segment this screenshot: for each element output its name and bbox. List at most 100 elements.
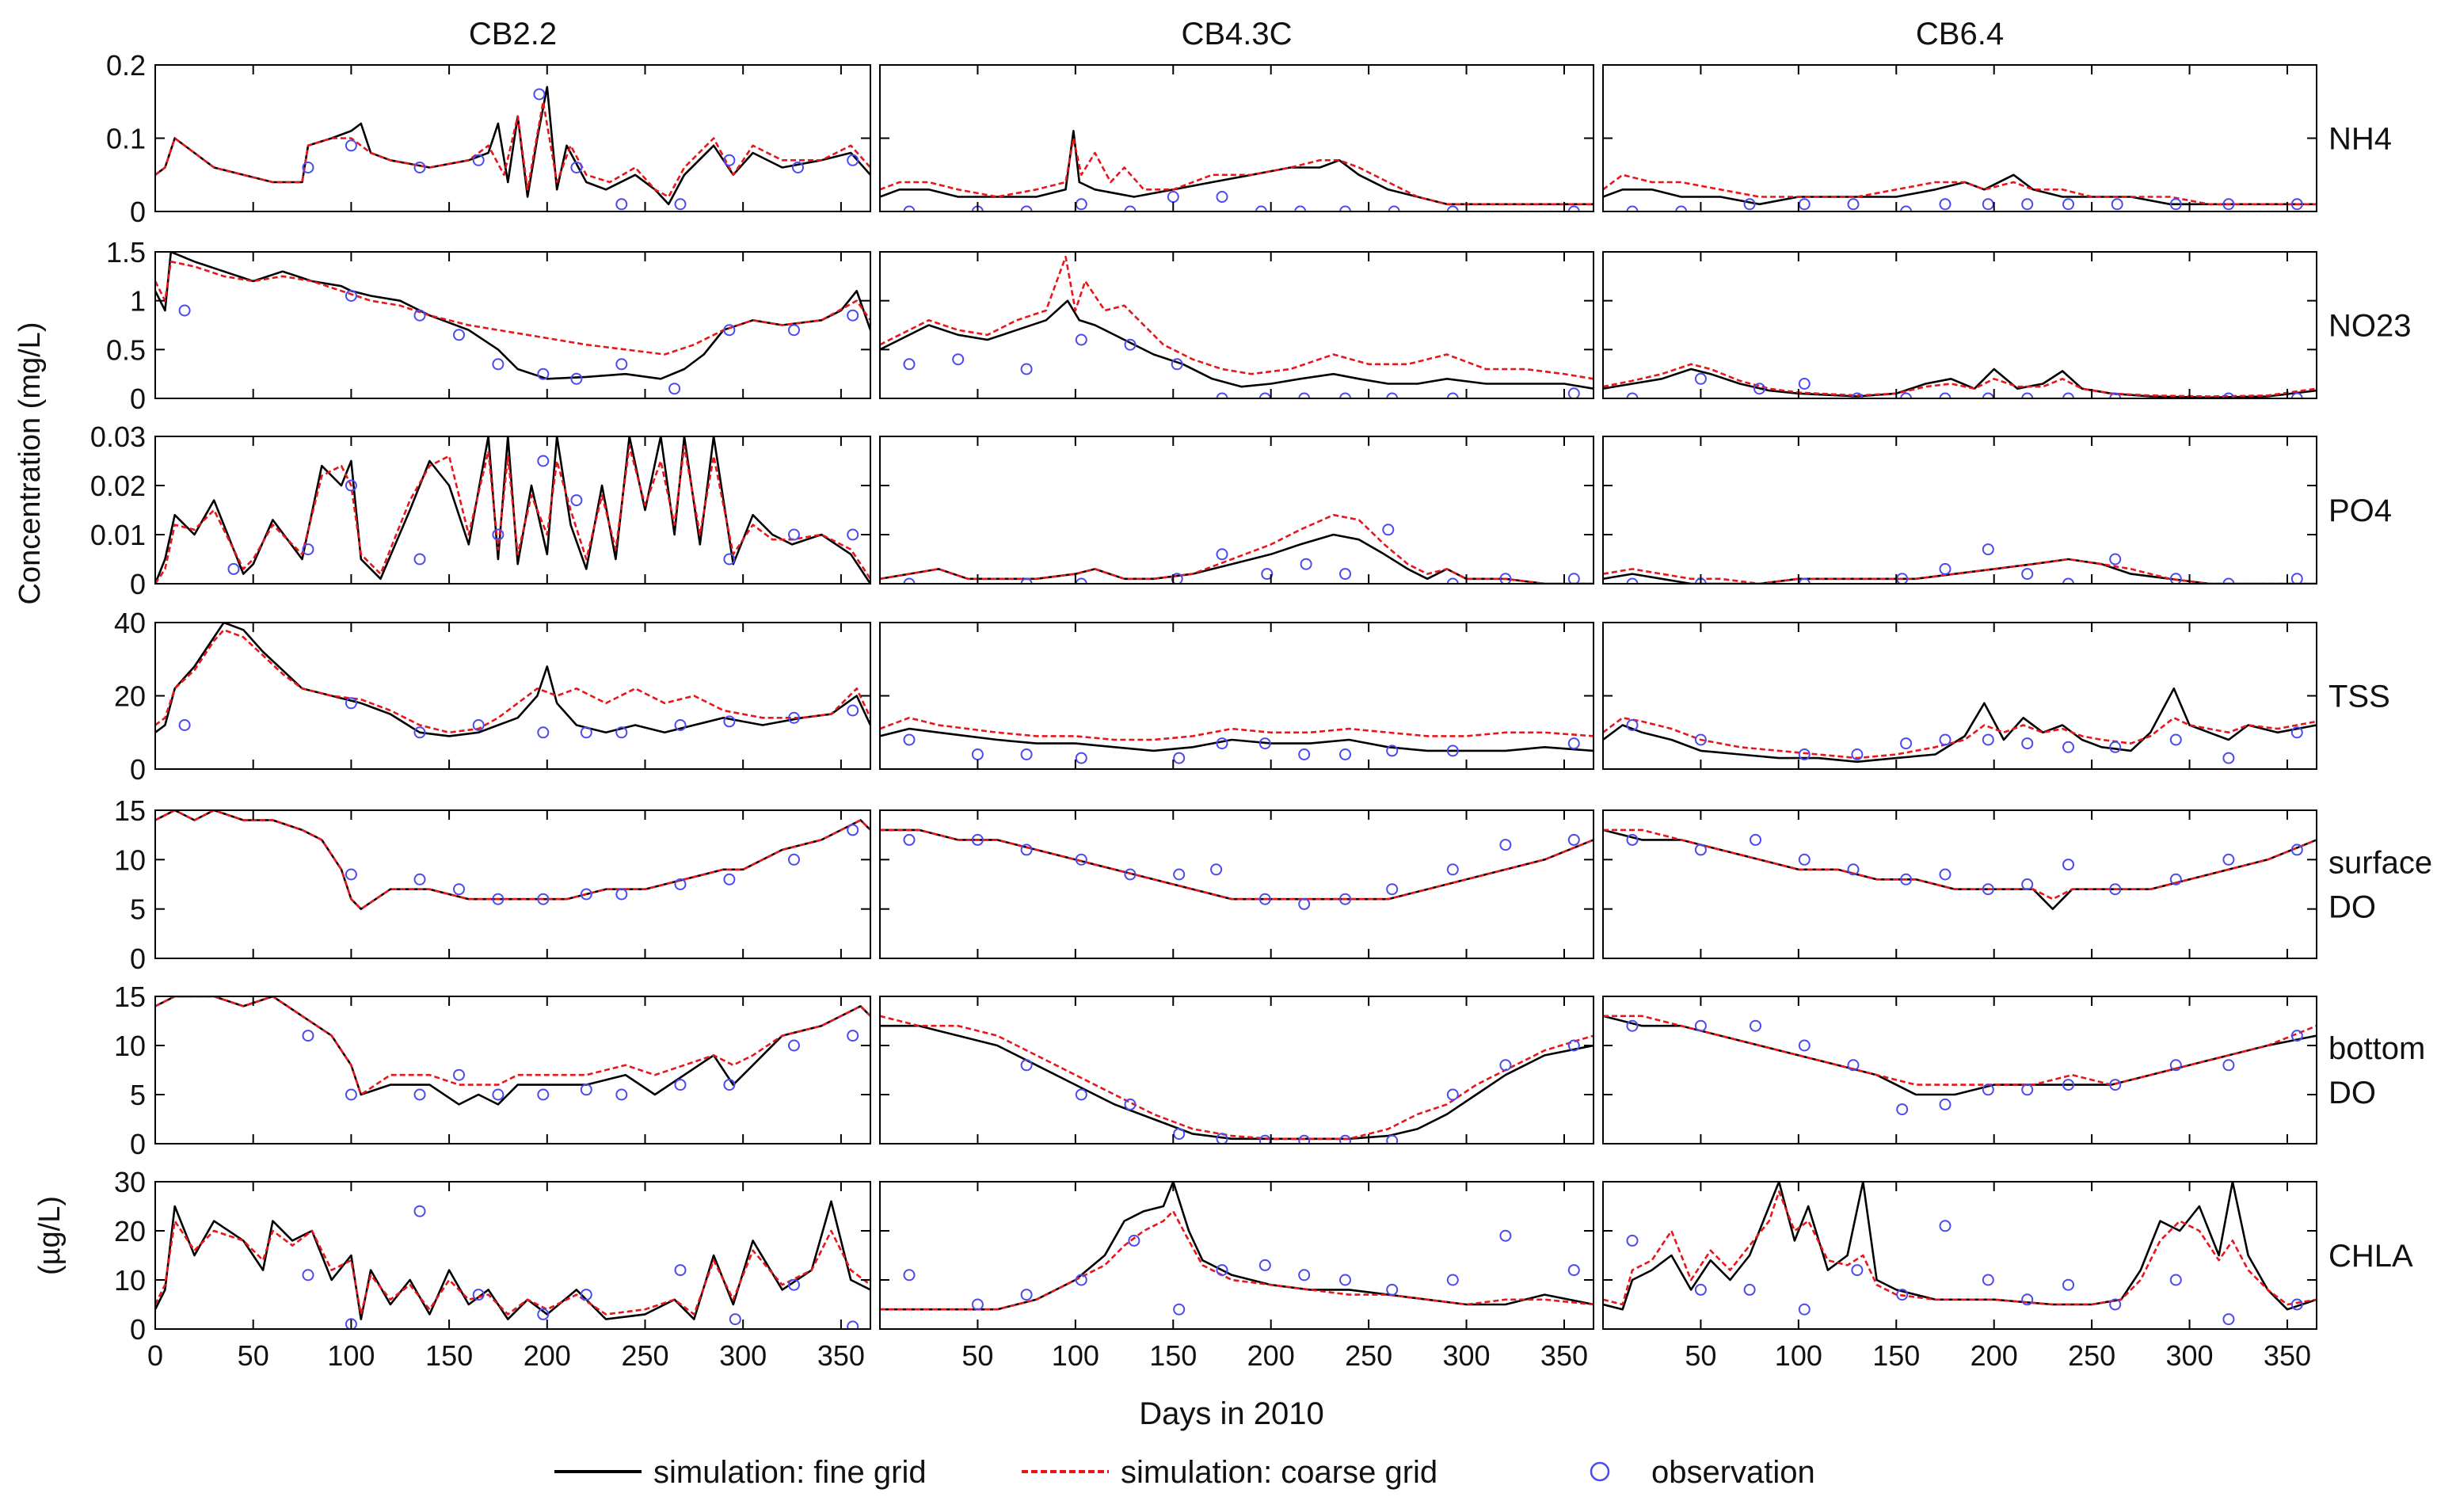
panel-cb6-4-chla-observation-3 bbox=[1798, 1303, 1811, 1316]
panel-cb4-3c-bottom-do-observation-0 bbox=[1020, 1059, 1033, 1072]
panel-cb6-4-chla-observation-6 bbox=[1939, 1220, 1951, 1232]
panel-cb2-2-chla-x-tick-label: 150 bbox=[425, 1339, 473, 1372]
panel-cb4-3c-bottom-do-observation-11 bbox=[1567, 1039, 1580, 1052]
panel-cb4-3c-no23-observation-5 bbox=[1171, 358, 1183, 371]
panel-cb2-2-nh4-observation-4 bbox=[533, 88, 546, 101]
panel-cb2-2-surface-do-observation-8 bbox=[723, 873, 736, 885]
panel-cb4-3c-nh4-observation-11 bbox=[1446, 205, 1459, 211]
panel-cb2-2-bottom-do-y-tick-label: 10 bbox=[114, 1030, 146, 1062]
panel-cb4-3c-surface-do-coarse-grid-line bbox=[880, 828, 1594, 901]
panel-cb2-2-po4-fine-grid-line bbox=[155, 436, 870, 584]
panel-cb2-2-nh4-y-tick-label: 0.1 bbox=[106, 123, 146, 155]
station-title-cb2-2: CB2.2 bbox=[469, 17, 557, 51]
panel-cb4-3c-chla-observation-8 bbox=[1298, 1269, 1311, 1282]
panel-cb6-4-chla-observation-5 bbox=[1896, 1289, 1909, 1301]
panel-cb2-2-surface-do-y-tick-label: 0 bbox=[130, 943, 146, 975]
panel-cb2-2-tss-observation-7 bbox=[674, 719, 687, 731]
panel-cb6-4-po4-observation-0 bbox=[1626, 577, 1639, 584]
panel-cb6-4-no23-observation-7 bbox=[1982, 392, 1994, 398]
panel-cb6-4-surface-do-observation-0 bbox=[1626, 833, 1639, 846]
panel-cb4-3c-chla-observation-2 bbox=[1020, 1289, 1033, 1301]
panel-cb4-3c-nh4-observation-2 bbox=[1020, 205, 1033, 211]
panel-cb4-3c-no23-observation-0 bbox=[903, 358, 916, 371]
panel-cb2-2-po4-y-tick-label: 0.01 bbox=[90, 519, 146, 551]
panel-cb6-4-po4 bbox=[1602, 436, 2317, 585]
panel-cb4-3c-po4-observation-1 bbox=[1020, 577, 1033, 584]
panel-cb2-2-no23-observation-4 bbox=[492, 358, 505, 371]
panel-cb4-3c-bottom-do-observation-7 bbox=[1339, 1134, 1351, 1144]
panel-cb6-4-no23-observation-12 bbox=[2290, 392, 2303, 398]
panel-cb6-4-surface-do-observation-13 bbox=[2290, 844, 2303, 856]
panel-cb4-3c-po4-observation-7 bbox=[1339, 568, 1351, 581]
panel-cb2-2-chla-x-tick-label: 0 bbox=[147, 1339, 163, 1372]
panel-cb4-3c-tss bbox=[879, 622, 1594, 770]
panel-cb2-2-chla-observation-1 bbox=[345, 1318, 357, 1329]
panel-cb2-2-surface-do-y-tick-label: 5 bbox=[130, 893, 146, 926]
legend-item-fine: simulation: fine grid bbox=[554, 1455, 927, 1490]
panel-cb2-2-po4-observation-3 bbox=[413, 553, 426, 566]
panel-cb6-4-po4-fine-grid-line bbox=[1603, 558, 2317, 584]
panel-cb6-4-bottom-do-observation-5 bbox=[1896, 1103, 1909, 1116]
variable-labels: NH4 NO23 PO4 TSS surface DO bottom DO CHLA bbox=[2328, 122, 2432, 1274]
station-title-cb6-4: CB6.4 bbox=[1916, 17, 2004, 51]
panel-cb4-3c-po4-observation-10 bbox=[1499, 573, 1512, 584]
panel-cb4-3c-surface-do-observation-7 bbox=[1258, 893, 1271, 905]
panel-cb2-2-po4: 0 0.01 0.02 0.03 bbox=[90, 421, 871, 600]
legend-label-coarse: simulation: coarse grid bbox=[1121, 1455, 1437, 1490]
panel-cb2-2-chla-observation-4 bbox=[537, 1308, 550, 1320]
panel-cb2-2-chla-y-tick-label: 0 bbox=[130, 1313, 146, 1346]
panel-cb2-2-bottom-do-y-tick-label: 15 bbox=[114, 981, 146, 1013]
panel-cb4-3c-tss-observation-11 bbox=[1567, 737, 1580, 750]
panel-cb6-4-tss-observation-0 bbox=[1626, 719, 1639, 731]
panel-cb6-4-po4-frame bbox=[1602, 436, 2317, 585]
panel-cb2-2-tss-y-tick-label: 20 bbox=[114, 680, 146, 713]
panel-cb6-4-chla-observation-0 bbox=[1626, 1234, 1639, 1247]
panel-cb4-3c-surface-do-observation-9 bbox=[1339, 893, 1351, 905]
panel-cb6-4-no23-frame bbox=[1602, 251, 2317, 399]
panel-cb6-4-bottom-do bbox=[1602, 996, 2317, 1144]
panel-cb2-2-nh4-y-tick-label: 0 bbox=[130, 196, 146, 228]
panel-cb6-4-po4-observation-5 bbox=[1982, 543, 1994, 556]
panel-cb6-4-surface-do-observation-11 bbox=[2169, 873, 2182, 885]
panel-cb2-2-po4-observation-7 bbox=[723, 553, 736, 566]
panel-cb2-2-no23-frame bbox=[154, 251, 871, 399]
panel-cb2-2-bottom-do-observation-10 bbox=[788, 1039, 800, 1052]
panel-cb2-2-bottom-do-frame bbox=[154, 996, 871, 1144]
panel-cb4-3c-surface-do-observation-2 bbox=[1020, 844, 1033, 856]
panel-cb4-3c-no23-observation-7 bbox=[1258, 392, 1271, 398]
panel-cb2-2-no23-observation-8 bbox=[668, 383, 681, 395]
panel-cb2-2-chla-x-tick-label: 50 bbox=[238, 1339, 269, 1372]
panel-cb6-4-bottom-do-observation-3 bbox=[1798, 1039, 1811, 1052]
panel-cb2-2-nh4-observation-0 bbox=[302, 162, 314, 173]
panel-cb4-3c-nh4-observation-10 bbox=[1388, 205, 1400, 211]
panel-cb6-4-tss-observation-11 bbox=[2222, 752, 2235, 764]
panel-cb6-4-tss-observation-4 bbox=[1900, 737, 1913, 750]
panel-cb6-4-surface-do-observation-8 bbox=[2021, 878, 2034, 890]
panel-cb6-4-bottom-do-fine-grid-line bbox=[1603, 1015, 2317, 1096]
panel-cb6-4-no23-observation-2 bbox=[1753, 383, 1765, 395]
panel-cb6-4-tss-observation-3 bbox=[1851, 748, 1864, 760]
panel-cb6-4-surface-do-frame bbox=[1602, 809, 2317, 959]
panel-cb2-2-chla-observation-3 bbox=[472, 1289, 485, 1301]
panel-cb6-4-bottom-do-coarse-grid-line bbox=[1603, 1015, 2317, 1086]
panel-cb6-4-po4-observation-11 bbox=[2290, 573, 2303, 584]
panel-cb4-3c-po4-observation-8 bbox=[1382, 524, 1395, 536]
panel-cb4-3c-chla: 50 100 150 200 250 300 350 bbox=[879, 1181, 1594, 1372]
panel-cb6-4-surface-do-observation-6 bbox=[1939, 868, 1951, 881]
panel-cb4-3c-tss-observation-1 bbox=[971, 748, 984, 760]
panel-cb4-3c-no23-observation-6 bbox=[1216, 392, 1228, 398]
panel-cb4-3c-no23-observation-11 bbox=[1446, 392, 1459, 398]
panel-cb4-3c-po4-observation-0 bbox=[903, 577, 916, 584]
panel-cb2-2-nh4-fine-grid-line bbox=[155, 86, 870, 206]
panel-cb6-4-chla: 50 100 150 200 250 300 350 bbox=[1602, 1181, 2317, 1372]
panel-cb6-4-bottom-do-observation-1 bbox=[1694, 1019, 1707, 1032]
panel-cb2-2-no23-y-tick-label: 1 bbox=[130, 285, 146, 318]
panel-cb2-2-no23-fine-grid-line bbox=[155, 252, 870, 380]
panel-cb2-2-chla-x-tick-label: 350 bbox=[817, 1339, 865, 1372]
panel-cb4-3c-nh4-frame bbox=[879, 64, 1594, 212]
panel-cb6-4-bottom-do-observation-2 bbox=[1750, 1019, 1761, 1032]
panel-cb4-3c-chla-observation-6 bbox=[1216, 1264, 1228, 1277]
panel-cb6-4-tss-observation-8 bbox=[2062, 741, 2074, 753]
legend-label-fine: simulation: fine grid bbox=[653, 1455, 927, 1490]
